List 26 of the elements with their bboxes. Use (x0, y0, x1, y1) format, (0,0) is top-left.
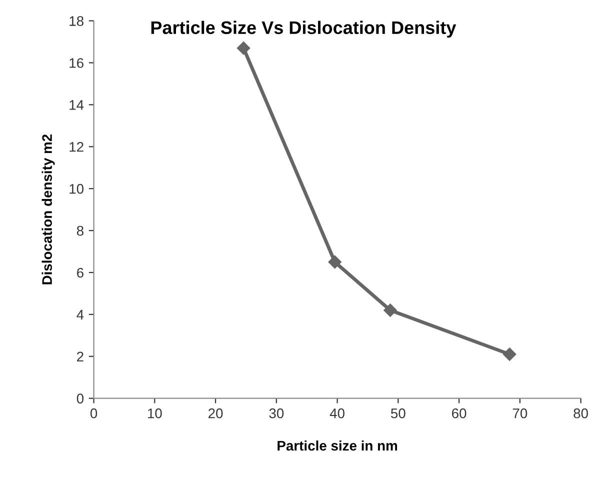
y-axis-title: Dislocation density m2 (42, 134, 55, 284)
chart-title: Particle Size Vs Dislocation Density (151, 20, 456, 38)
y-tick-label: 16 (70, 58, 84, 68)
y-tick-label: 8 (76, 226, 84, 236)
x-tick-label: 70 (512, 408, 528, 418)
point (328, 255, 342, 269)
x-tick-label: 10 (148, 408, 162, 418)
y-tick-label: 0 (76, 394, 84, 404)
y-tick-label: 4 (76, 310, 84, 320)
x-tick-label: 20 (208, 408, 223, 418)
x-axis-title: Particle size in nm (278, 440, 398, 451)
y-tick-label: 6 (77, 268, 84, 278)
y-tick-label: 18 (70, 16, 84, 26)
y-tick-label: 12 (70, 142, 84, 152)
point (502, 348, 516, 361)
y-tick-label: 10 (70, 184, 84, 194)
x-tick-label: 30 (269, 408, 284, 418)
x-tick-label: 40 (330, 408, 344, 418)
y-tick-label: 14 (70, 100, 84, 110)
x-tick-label: 50 (391, 408, 406, 418)
point (384, 304, 397, 317)
point (236, 41, 250, 55)
x-tick-label: 60 (452, 408, 466, 418)
x-tick-label: 0 (90, 408, 98, 418)
y-tick-label: 2 (77, 352, 84, 362)
x-tick-label: 80 (574, 408, 588, 418)
